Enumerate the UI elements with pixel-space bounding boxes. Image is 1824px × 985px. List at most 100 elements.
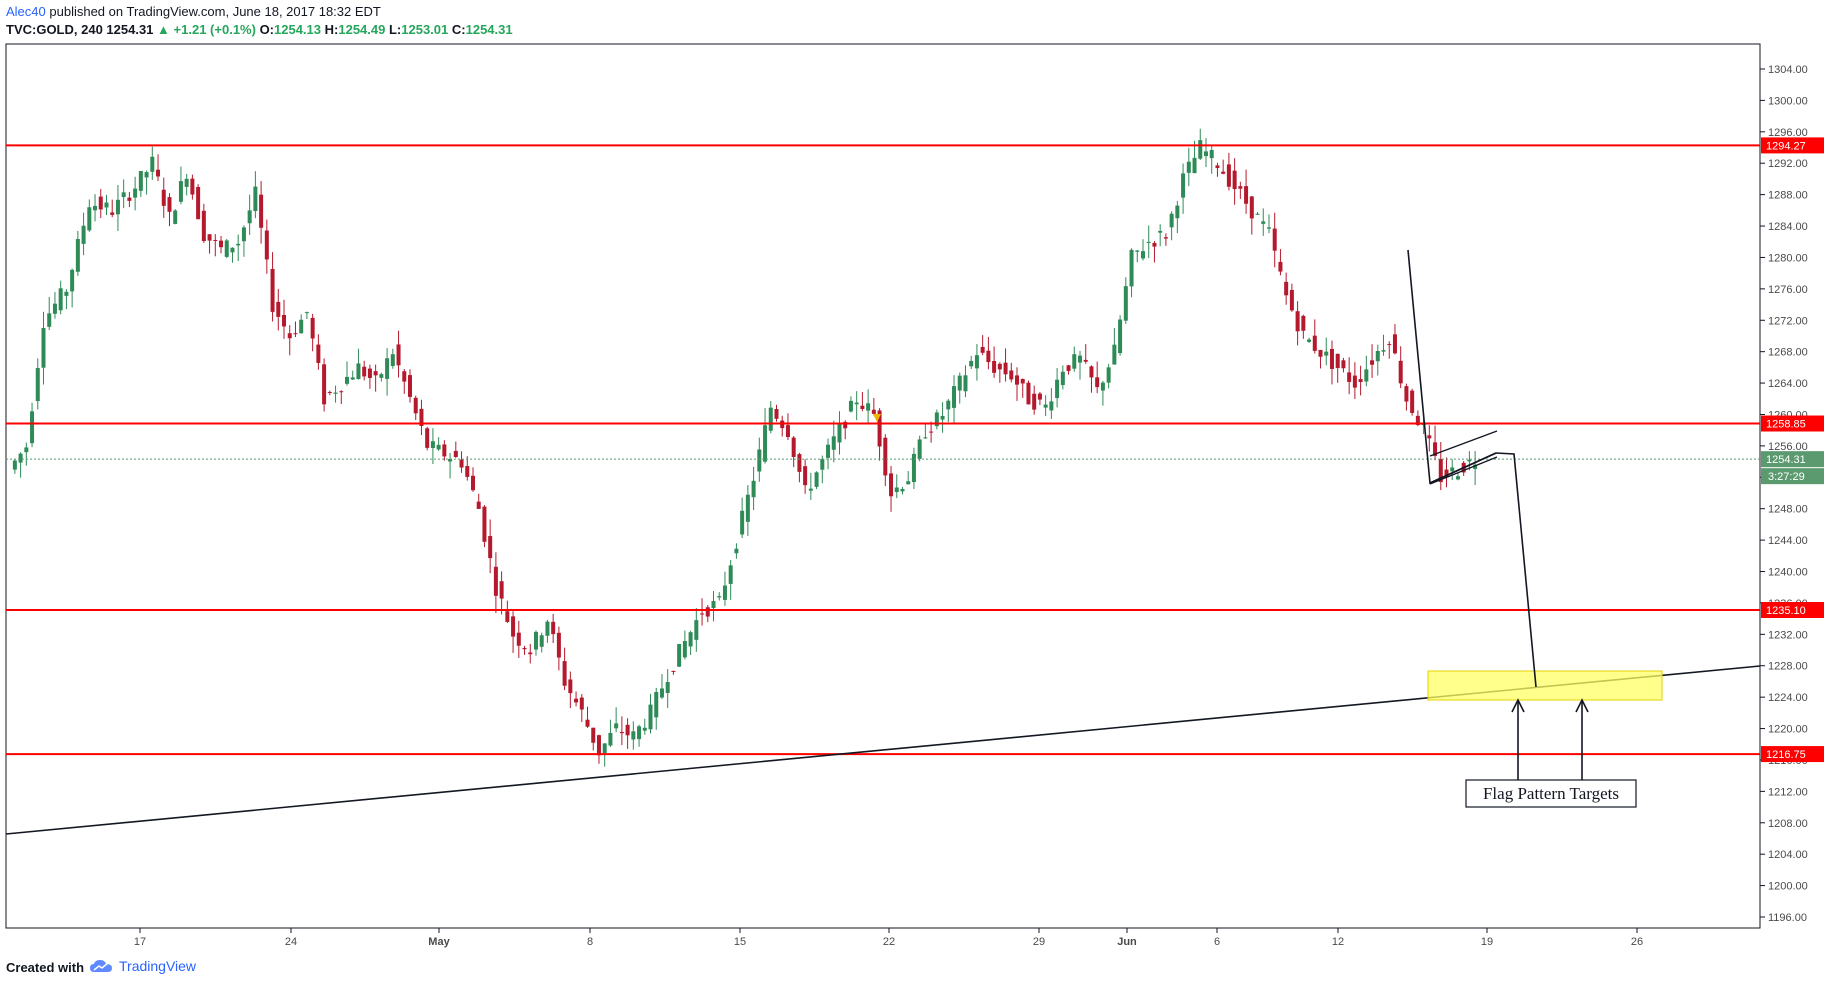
target-arrow-2-head-icon [1575, 698, 1589, 713]
candle-body [1209, 149, 1214, 159]
candle-body [1003, 362, 1008, 375]
candle-body [1186, 161, 1191, 173]
candle-body [373, 371, 378, 376]
candle-body [631, 731, 636, 740]
annotation-box[interactable] [1465, 779, 1637, 808]
candle-body [430, 441, 435, 449]
target-zone[interactable] [1427, 670, 1663, 701]
price-tick-label: 1204.00 [1768, 849, 1808, 861]
flag-upper-line[interactable] [1429, 430, 1498, 457]
candle-body [757, 449, 762, 472]
candle-body [820, 458, 825, 470]
candle-body [1421, 424, 1426, 426]
candle-body [413, 397, 418, 414]
candle-body [568, 679, 573, 694]
candle-body [190, 178, 195, 195]
candle-body [722, 585, 727, 600]
level-price-tag [1761, 746, 1824, 763]
candle-body [528, 652, 533, 655]
candle-body [1192, 157, 1197, 174]
annotation-text: Flag Pattern Targets [1483, 784, 1619, 803]
candle-body [923, 437, 928, 439]
candle-body [1215, 165, 1220, 169]
candle-body [47, 313, 52, 327]
candle-body [1335, 353, 1340, 369]
candle-body [791, 437, 796, 457]
time-tick-label: 24 [285, 936, 297, 948]
candle-body [522, 647, 527, 650]
candle-body [133, 188, 138, 198]
candle-body [1404, 386, 1409, 402]
tradingview-cloud-icon [90, 960, 112, 972]
candle-body [276, 301, 281, 317]
candle-body [596, 735, 601, 756]
author-link[interactable]: Alec40 [6, 4, 46, 19]
candle-body [367, 368, 372, 378]
candle-body [843, 421, 848, 429]
candle-body [1175, 205, 1180, 219]
candle-body [654, 692, 659, 718]
candle-body [894, 487, 899, 493]
price-tick-label: 1288.00 [1768, 190, 1808, 202]
time-axis[interactable]: 17 24 May 8 15 22 29 Jun 6 12 19 26 [134, 928, 1643, 948]
candle-body [562, 661, 567, 686]
drawings-layer: Flag Pattern Targets [5, 249, 1761, 835]
candle-body [854, 402, 859, 405]
price-tick-label: 1264.00 [1768, 378, 1808, 390]
candle-body [1146, 241, 1151, 243]
projection-line[interactable] [1429, 452, 1537, 688]
candle-body [379, 374, 384, 378]
candle-body [1049, 401, 1054, 411]
candle-body [259, 194, 264, 228]
last-price-tag [1761, 451, 1824, 468]
candle-body [1364, 369, 1369, 382]
candle-body [877, 410, 882, 447]
candle-body [969, 360, 974, 367]
candle-body [889, 473, 894, 497]
open-label: O: [259, 22, 275, 37]
candle-body [579, 697, 584, 710]
candle-body [1060, 371, 1065, 386]
candle-body [871, 409, 876, 414]
candle-body [356, 363, 361, 380]
candle-body [1255, 213, 1260, 215]
candle-body [121, 192, 126, 198]
candle-body [860, 405, 865, 409]
candle-body [848, 400, 853, 412]
candle-body [327, 391, 332, 393]
candle-body [253, 186, 258, 212]
candle-body [728, 565, 733, 584]
candle-body [1284, 281, 1289, 296]
candle-body [1169, 213, 1174, 228]
candle-body [230, 247, 235, 253]
high-label: H: [324, 22, 339, 37]
candle-body [161, 189, 166, 206]
flag-lower-line[interactable] [1429, 456, 1498, 485]
candle-body [70, 269, 75, 292]
candle-body [1198, 140, 1203, 159]
low-value: 1253.01 [401, 22, 449, 37]
time-tick-label: May [428, 936, 450, 948]
footer: Created with TradingView [0, 950, 1824, 985]
candle-body [1261, 221, 1266, 224]
price-tick-label: 1228.00 [1768, 661, 1808, 673]
ohlc-line: TVC:GOLD, 240 1254.31 ▲ +1.21 (+0.1%) O:… [6, 22, 513, 37]
candle-body [1301, 315, 1306, 331]
candle-body [459, 459, 464, 468]
candle-body [659, 688, 664, 698]
levels-layer [6, 144, 1760, 756]
time-tick-label: 22 [883, 936, 895, 948]
candle-body [1473, 464, 1478, 469]
price-axis[interactable]: 1196.00 1200.00 1204.00 1208.00 1212.00 1216.… [1760, 64, 1808, 924]
tradingview-brand-link[interactable]: TradingView [90, 958, 196, 974]
price-tick-label: 1208.00 [1768, 818, 1808, 830]
candle-body [797, 454, 802, 472]
candle-body [1118, 319, 1123, 354]
candle-body [682, 641, 687, 658]
candle-body [1083, 359, 1088, 362]
candle-body [1455, 476, 1460, 480]
candle-body [774, 409, 779, 419]
symbol-label[interactable]: TVC:GOLD, 240 [6, 22, 103, 37]
candle-body [717, 596, 722, 598]
